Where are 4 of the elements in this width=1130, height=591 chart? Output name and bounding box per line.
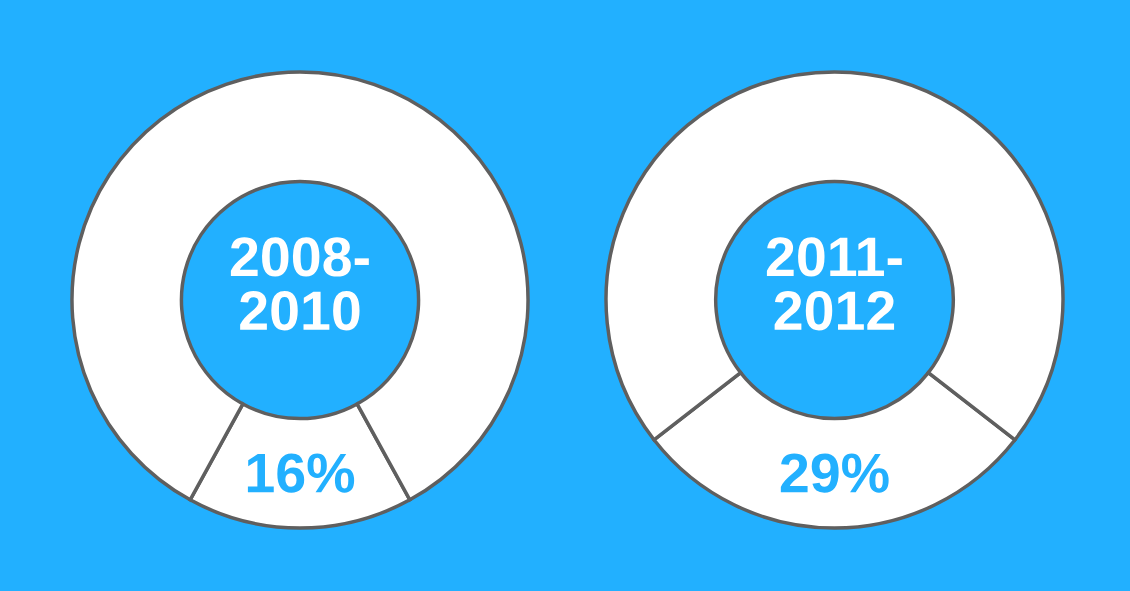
data-label: 29% xyxy=(780,453,889,493)
text: 2011- 2012 xyxy=(766,237,902,331)
text: 2008- 2010 xyxy=(230,237,369,331)
data-label: 16% xyxy=(247,453,355,493)
